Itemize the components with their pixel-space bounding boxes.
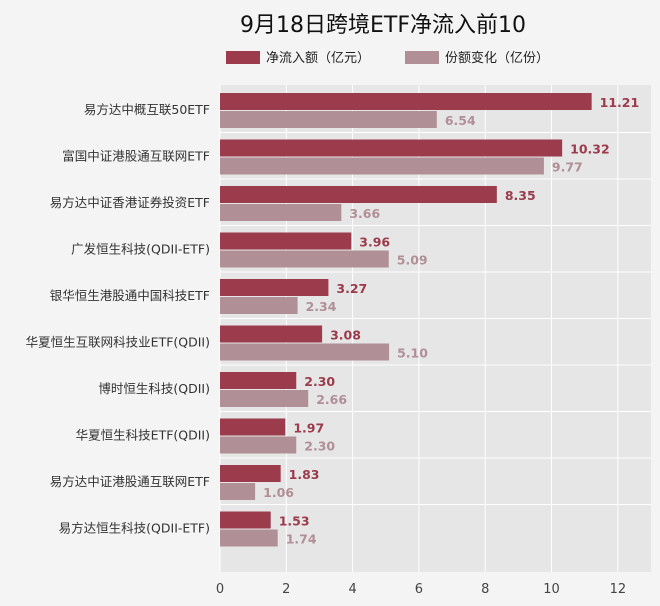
data-label: 2.66 bbox=[316, 392, 347, 407]
data-label: 11.21 bbox=[600, 95, 640, 110]
category-label: 华夏恒生互联网科技业ETF(QDII) bbox=[26, 335, 210, 350]
data-label: 5.10 bbox=[397, 346, 428, 361]
x-tick-label: 10 bbox=[543, 582, 560, 597]
x-tick-label: 0 bbox=[216, 582, 224, 597]
data-label: 1.83 bbox=[289, 467, 320, 482]
legend-swatch bbox=[405, 51, 439, 64]
data-label: 10.32 bbox=[570, 142, 610, 157]
bar-share-change bbox=[220, 250, 389, 268]
data-label: 2.30 bbox=[304, 374, 335, 389]
category-label: 华夏恒生科技ETF(QDII) bbox=[76, 428, 210, 443]
bar-share-change bbox=[220, 157, 544, 175]
bar-share-change bbox=[220, 204, 342, 221]
legend-swatch bbox=[226, 51, 260, 64]
bar-share-change bbox=[220, 111, 437, 128]
bar-net-inflow bbox=[220, 139, 563, 157]
legend-label: 净流入额（亿元） bbox=[266, 51, 370, 66]
bar-share-change bbox=[220, 436, 297, 454]
bar-net-inflow bbox=[220, 232, 352, 250]
data-label: 8.35 bbox=[505, 188, 536, 203]
category-labels: 易方达中概互联50ETF 富国中证港股通互联网ETF 易方达中证香港证券投资ETF 广… bbox=[26, 102, 210, 536]
bar-net-inflow bbox=[220, 465, 281, 482]
data-label: 2.34 bbox=[306, 299, 337, 314]
bar-net-inflow bbox=[220, 279, 329, 296]
data-label: 3.96 bbox=[359, 235, 390, 250]
bar-share-change bbox=[220, 390, 309, 407]
data-label: 1.74 bbox=[286, 532, 317, 547]
chart-title: 9月18日跨境ETF净流入前10 bbox=[240, 13, 526, 38]
data-label: 9.77 bbox=[552, 160, 583, 175]
data-label: 1.06 bbox=[263, 485, 294, 500]
bar-net-inflow bbox=[220, 186, 497, 203]
bar-net-inflow bbox=[220, 418, 286, 436]
category-label: 富国中证港股通互联网ETF bbox=[62, 149, 210, 164]
x-tick-label: 12 bbox=[610, 582, 627, 597]
x-axis-ticks: 0 2 4 6 8 10 12 bbox=[216, 582, 626, 597]
data-label: 3.08 bbox=[330, 328, 361, 343]
data-label: 3.66 bbox=[349, 206, 380, 221]
bar-net-inflow bbox=[220, 372, 297, 389]
chart-legend: 净流入额（亿元） 份额变化（亿份） bbox=[226, 50, 549, 66]
data-label: 1.97 bbox=[293, 421, 324, 436]
x-tick-label: 4 bbox=[348, 582, 356, 597]
bar-share-change bbox=[220, 483, 256, 500]
x-tick-label: 2 bbox=[282, 582, 290, 597]
bar-share-change bbox=[220, 529, 278, 547]
data-label: 1.53 bbox=[279, 514, 310, 529]
data-label: 2.30 bbox=[304, 439, 335, 454]
data-label: 3.27 bbox=[336, 281, 367, 296]
bar-net-inflow bbox=[220, 93, 592, 110]
x-tick-label: 6 bbox=[415, 582, 423, 597]
bar-group: 11.21 6.54 10.32 9.77 8.35 3.66 3.96 5.09 3.27 2.… bbox=[220, 93, 639, 547]
bar-share-change bbox=[220, 343, 390, 361]
bar-net-inflow bbox=[220, 511, 271, 529]
bar-net-inflow bbox=[220, 325, 323, 343]
category-label: 易方达恒生科技(QDII-ETF) bbox=[59, 521, 210, 536]
category-label: 广发恒生科技(QDII-ETF) bbox=[71, 242, 210, 257]
category-label: 易方达中证港股通互联网ETF bbox=[50, 474, 210, 489]
bar-share-change bbox=[220, 297, 298, 314]
data-label: 6.54 bbox=[445, 113, 476, 128]
category-label: 易方达中证香港证券投资ETF bbox=[50, 195, 210, 210]
legend-label: 份额变化（亿份） bbox=[445, 50, 549, 66]
category-label: 博时恒生科技(QDII) bbox=[98, 381, 210, 396]
category-label: 易方达中概互联50ETF bbox=[84, 102, 210, 117]
category-label: 银华恒生港股通中国科技ETF bbox=[50, 288, 210, 303]
data-label: 5.09 bbox=[397, 253, 428, 268]
x-tick-label: 8 bbox=[481, 582, 489, 597]
